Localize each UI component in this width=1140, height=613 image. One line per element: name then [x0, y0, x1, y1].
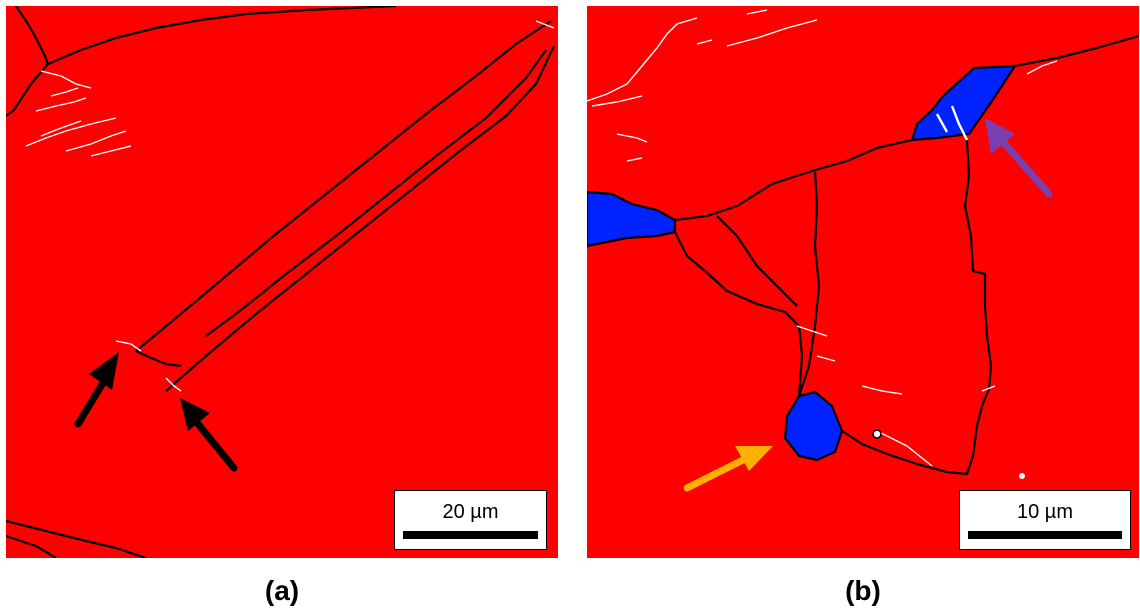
scale-bar-a: 20 µm [394, 490, 547, 550]
black-arrow-right [180, 398, 234, 468]
panel-caption-a: (a) [242, 575, 322, 607]
panel-a-micrograph: 20 µm [6, 6, 558, 558]
yellow-arrow [687, 446, 773, 488]
scale-bar-b-label: 10 µm [960, 501, 1130, 524]
scale-bar-a-line [403, 531, 538, 539]
panel-a-arrows [6, 6, 558, 558]
scale-bar-b-line [968, 531, 1122, 539]
purple-arrow [985, 118, 1049, 194]
black-arrow-left [78, 352, 119, 424]
scale-bar-b: 10 µm [959, 490, 1131, 550]
panel-b-micrograph: 10 µm [587, 6, 1139, 558]
scale-bar-a-label: 20 µm [395, 501, 546, 524]
panel-b-arrows [587, 6, 1139, 558]
panel-caption-b: (b) [823, 575, 903, 607]
